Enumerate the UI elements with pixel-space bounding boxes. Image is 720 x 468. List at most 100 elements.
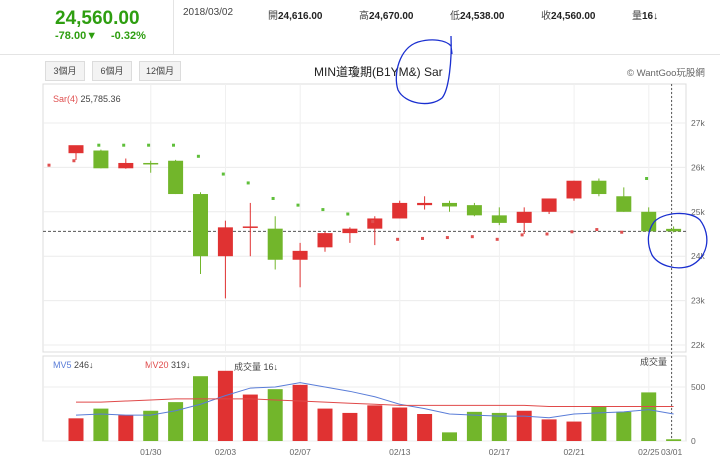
quote-close: 收24,560.00 bbox=[541, 11, 596, 22]
sar-legend: Sar(4) 25,785.36 bbox=[53, 94, 121, 104]
sar-dot bbox=[47, 163, 51, 167]
y-tick-label: 23k bbox=[691, 296, 705, 306]
candle-body bbox=[242, 226, 258, 228]
candle-body bbox=[466, 205, 482, 216]
y-tick-label: 24k bbox=[691, 251, 705, 261]
y-tick-label: 27k bbox=[691, 118, 705, 128]
volume-bar bbox=[68, 418, 84, 441]
volume-bar bbox=[242, 394, 258, 441]
candle-body bbox=[143, 162, 159, 165]
candle-body bbox=[367, 218, 383, 229]
sar-dot bbox=[495, 237, 499, 241]
sar-dot bbox=[570, 230, 574, 234]
volume-bar bbox=[317, 408, 333, 441]
sar-dot bbox=[396, 237, 400, 241]
sar-dot bbox=[545, 232, 549, 236]
y-tick-label: 26k bbox=[691, 162, 705, 172]
volume-bar bbox=[591, 406, 607, 441]
candle-body bbox=[292, 250, 308, 260]
volume-bar bbox=[143, 410, 159, 441]
candle-body bbox=[491, 215, 507, 223]
volume-bar bbox=[392, 407, 408, 441]
candle-body bbox=[641, 211, 657, 232]
x-tick-label: 02/21 bbox=[563, 447, 585, 457]
volume-legend: 成交量 16↓ bbox=[234, 362, 279, 372]
sar-dot bbox=[122, 143, 126, 147]
price-change-pct: -0.32% bbox=[111, 30, 146, 42]
candle-body bbox=[267, 228, 283, 260]
volume-bar bbox=[217, 370, 233, 441]
price-panel-frame bbox=[42, 83, 687, 353]
brand-watermark: © WantGoo玩股網 bbox=[627, 68, 705, 79]
volume-bar bbox=[516, 410, 532, 441]
sar-dot bbox=[445, 236, 449, 240]
sar-dot bbox=[246, 181, 250, 185]
volume-bar bbox=[342, 412, 358, 441]
volume-bar bbox=[417, 414, 433, 441]
annotation-circle-last bbox=[647, 212, 708, 269]
ma20-line bbox=[76, 398, 674, 408]
volume-bar bbox=[118, 415, 134, 441]
ma20-legend: MV20 319↓ bbox=[145, 360, 191, 370]
candle-body bbox=[93, 150, 109, 169]
volume-bar bbox=[193, 376, 208, 441]
candle-body bbox=[566, 180, 582, 199]
x-tick-label: 02/13 bbox=[389, 447, 411, 457]
x-tick-label: 01/30 bbox=[140, 447, 162, 457]
ma5-legend: MV5 246↓ bbox=[53, 360, 94, 370]
volume-panel-frame bbox=[42, 355, 687, 442]
candle-body bbox=[541, 198, 557, 212]
candle-body bbox=[591, 180, 607, 195]
candle-body bbox=[442, 202, 457, 207]
sar-dot bbox=[520, 233, 524, 237]
y-tick-label: 25k bbox=[691, 207, 705, 217]
candle-body bbox=[317, 233, 333, 248]
sar-dot bbox=[97, 143, 101, 147]
quote-date: 2018/03/02 bbox=[183, 7, 234, 18]
candle-body bbox=[193, 194, 208, 257]
volume-bar bbox=[616, 411, 632, 441]
ma5-line bbox=[75, 382, 674, 419]
tab-3-months[interactable]: 3個月 bbox=[45, 61, 85, 81]
volume-bar bbox=[466, 411, 482, 441]
price-change: -78.00▼ bbox=[55, 30, 98, 42]
candle-body bbox=[168, 160, 184, 195]
candle-body bbox=[68, 145, 84, 154]
y-tick-label: 22k bbox=[691, 340, 705, 350]
candle-body bbox=[516, 211, 532, 223]
tab-12-months[interactable]: 12個月 bbox=[139, 61, 181, 81]
volume-bar bbox=[566, 421, 582, 441]
chart-title: MIN道瓊期(B1YM&) Sar bbox=[314, 65, 443, 79]
volume-tick-label: 500 bbox=[691, 382, 705, 392]
volume-tick-label: 0 bbox=[691, 436, 696, 446]
sar-dot bbox=[620, 230, 624, 234]
sar-dot bbox=[172, 143, 175, 147]
volume-bar bbox=[442, 432, 457, 441]
volume-bar bbox=[168, 402, 184, 441]
volume-bar bbox=[541, 419, 557, 441]
candle-body bbox=[118, 162, 134, 169]
sar-dot bbox=[196, 154, 200, 158]
candle-body bbox=[417, 202, 433, 206]
volume-panel-title: 成交量 bbox=[640, 357, 668, 367]
x-tick-label: 02/07 bbox=[290, 447, 312, 457]
x-tick-label: 02/25 bbox=[638, 447, 660, 457]
volume-bar bbox=[292, 384, 308, 441]
candle-body bbox=[217, 227, 233, 257]
sar-dot bbox=[147, 143, 151, 147]
tab-6-months[interactable]: 6個月 bbox=[92, 61, 132, 81]
sar-dot bbox=[371, 220, 375, 224]
volume-bar bbox=[641, 392, 657, 441]
sar-dot bbox=[470, 235, 474, 239]
sar-dot bbox=[221, 172, 225, 176]
sar-dot bbox=[645, 177, 649, 180]
candle-body bbox=[342, 228, 358, 234]
volume-bar bbox=[367, 405, 383, 441]
sar-dot bbox=[346, 212, 350, 216]
volume-bar bbox=[666, 439, 682, 441]
sar-dot bbox=[271, 196, 275, 200]
quote-volume: 量16↓ bbox=[632, 11, 659, 22]
last-price: 24,560.00 bbox=[55, 8, 140, 29]
volume-bar bbox=[93, 408, 109, 441]
